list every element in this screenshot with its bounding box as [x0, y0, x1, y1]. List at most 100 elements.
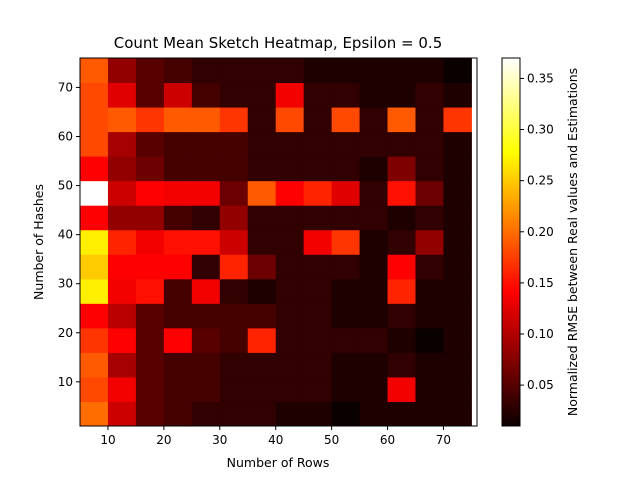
heatmap-cell — [275, 254, 305, 280]
heatmap-cell — [303, 303, 333, 329]
heatmap-cell — [107, 327, 137, 353]
heatmap-cell — [80, 254, 109, 280]
heatmap-cell — [303, 107, 333, 133]
heatmap-cell — [135, 205, 165, 231]
heatmap-cell — [387, 303, 416, 329]
heatmap-cell — [331, 401, 361, 427]
heatmap-cell — [247, 376, 277, 402]
heatmap-cell — [275, 180, 305, 206]
heatmap-cell — [415, 376, 444, 402]
heatmap-cell — [275, 352, 305, 378]
x-tick-label: 40 — [268, 433, 283, 447]
heatmap-cell — [359, 180, 389, 206]
heatmap-cell — [191, 156, 221, 182]
heatmap-cell — [443, 278, 472, 304]
heatmap-cell — [359, 303, 389, 329]
y-tick-label: 50 — [58, 179, 73, 193]
heatmap-cell — [275, 229, 305, 255]
heatmap-cell — [219, 352, 249, 378]
heatmap-cell — [219, 58, 249, 84]
heatmap-cell — [443, 107, 472, 133]
heatmap-cell — [219, 131, 249, 157]
heatmap-cell — [219, 229, 249, 255]
heatmap-cell — [191, 180, 221, 206]
heatmap-cell — [443, 376, 472, 402]
heatmap-cell — [303, 278, 333, 304]
x-tick-label: 30 — [212, 433, 227, 447]
heatmap-cell — [443, 352, 472, 378]
heatmap-cell — [247, 156, 277, 182]
heatmap-cell — [359, 327, 389, 353]
heatmap-cell — [443, 180, 472, 206]
colorbar-tick-label: 0.30 — [527, 123, 554, 137]
heatmap-cell — [191, 229, 221, 255]
heatmap-cell — [191, 107, 221, 133]
heatmap-cell — [191, 205, 221, 231]
heatmap-cell — [191, 278, 221, 304]
heatmap-cell — [135, 82, 165, 108]
y-tick-label: 60 — [58, 130, 73, 144]
heatmap-cell — [415, 107, 444, 133]
heatmap-cell — [387, 131, 416, 157]
heatmap-cell — [303, 131, 333, 157]
heatmap-cell — [303, 82, 333, 108]
heatmap-cell — [219, 180, 249, 206]
heatmap-cell — [303, 205, 333, 231]
y-tick-label: 30 — [58, 277, 73, 291]
heatmap-cell — [331, 107, 361, 133]
heatmap-cell — [219, 254, 249, 280]
heatmap-cell — [80, 58, 109, 84]
heatmap-cell — [107, 229, 137, 255]
heatmap-cell — [135, 352, 165, 378]
heatmap-cell — [80, 107, 109, 133]
heatmap-cell — [331, 131, 361, 157]
heatmap-cell — [135, 229, 165, 255]
heatmap-cell — [331, 376, 361, 402]
heatmap-cell — [331, 254, 361, 280]
heatmap-cell — [107, 156, 137, 182]
heatmap-cell — [107, 278, 137, 304]
heatmap-cell — [387, 107, 416, 133]
heatmap-cell — [219, 107, 249, 133]
heatmap-cell — [135, 376, 165, 402]
heatmap-cell — [219, 205, 249, 231]
heatmap-cell — [359, 376, 389, 402]
heatmap-cell — [163, 82, 193, 108]
heatmap-cell — [163, 401, 193, 427]
heatmap-cell — [275, 58, 305, 84]
y-tick-label: 10 — [58, 375, 73, 389]
heatmap-cell — [359, 352, 389, 378]
heatmap-cell — [303, 180, 333, 206]
heatmap-cell — [247, 131, 277, 157]
heatmap-cell — [107, 205, 137, 231]
heatmap-cell — [275, 401, 305, 427]
heatmap-cell — [163, 254, 193, 280]
heatmap-cell — [247, 107, 277, 133]
heatmap-cell — [80, 229, 109, 255]
heatmap-cell — [80, 401, 109, 427]
heatmap-cell — [415, 352, 444, 378]
colorbar-tick-label: 0.10 — [527, 327, 554, 341]
heatmap-cell — [443, 156, 472, 182]
heatmap-cell — [387, 327, 416, 353]
heatmap-cell — [331, 180, 361, 206]
x-tick-label: 70 — [436, 433, 451, 447]
heatmap-cell — [331, 205, 361, 231]
x-tick-label: 60 — [380, 433, 395, 447]
heatmap-cell — [191, 58, 221, 84]
heatmap-cell — [80, 278, 109, 304]
heatmap-cell — [163, 327, 193, 353]
y-tick-label: 70 — [58, 80, 73, 94]
heatmap-cell — [219, 327, 249, 353]
heatmap-cell — [247, 58, 277, 84]
heatmap-cell — [191, 82, 221, 108]
heatmap-cell — [80, 82, 109, 108]
heatmap-cell — [331, 327, 361, 353]
heatmap-cell — [331, 278, 361, 304]
x-axis-ticks: 10 20 30 40 50 60 70 — [100, 426, 451, 447]
heatmap-cell — [219, 376, 249, 402]
chart-title: Count Mean Sketch Heatmap, Epsilon = 0.5 — [114, 34, 443, 52]
x-tick-label: 20 — [156, 433, 171, 447]
heatmap-cell — [359, 229, 389, 255]
heatmap-cell — [247, 352, 277, 378]
